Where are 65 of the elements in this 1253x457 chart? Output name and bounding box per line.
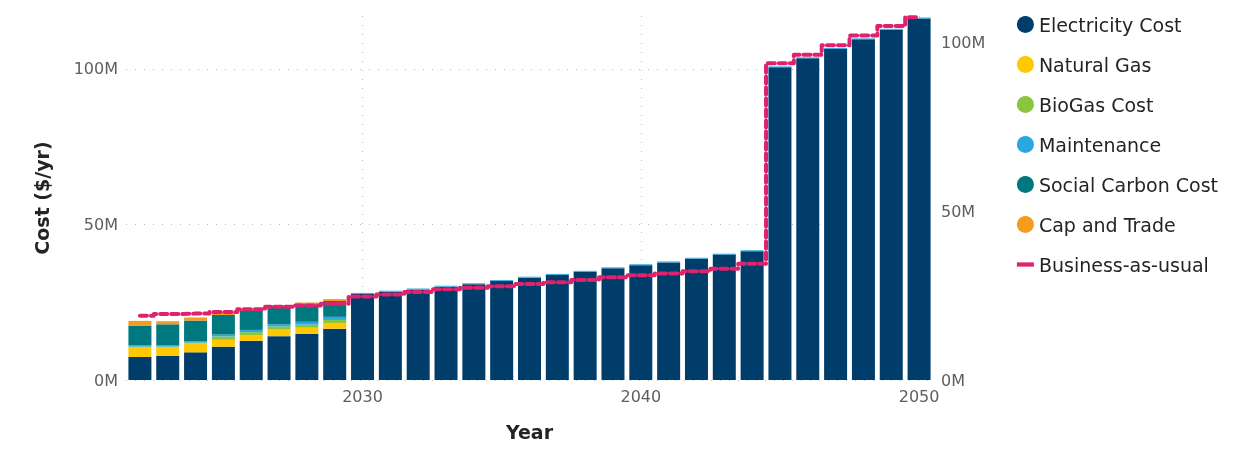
- x-tick-label: 2030: [342, 386, 383, 406]
- x-tick-label: 2040: [620, 386, 662, 406]
- bar: [184, 342, 208, 353]
- y-tick-label: 100M: [73, 59, 118, 79]
- bar: [184, 352, 208, 380]
- bar: [601, 268, 625, 380]
- bar: [128, 346, 152, 357]
- bar: [518, 277, 541, 380]
- bar: [378, 291, 402, 380]
- bar: [406, 289, 430, 380]
- bar: [740, 251, 764, 380]
- bar: [824, 48, 848, 380]
- bar: [323, 319, 347, 324]
- legend-label: Cap and Trade: [1038, 213, 1176, 236]
- bar: [879, 29, 903, 380]
- y-tick-label: 50M: [83, 214, 118, 234]
- x-axis-title: Year: [504, 420, 554, 443]
- y2-tick-label: 0M: [941, 370, 965, 390]
- bar: [156, 321, 180, 325]
- bar: [156, 324, 180, 346]
- bar: [907, 18, 931, 380]
- legend-label: Social Carbon Cost: [1038, 173, 1219, 196]
- bar: [295, 327, 319, 334]
- legend-label: BioGas Cost: [1038, 93, 1154, 116]
- y-tick-label: 0M: [94, 370, 118, 390]
- bar: [462, 284, 486, 380]
- bar: [851, 39, 875, 380]
- bar: [295, 333, 319, 380]
- bar: [545, 274, 569, 380]
- bar: [573, 271, 597, 380]
- bar: [128, 320, 152, 326]
- bar: [323, 323, 347, 329]
- bar: [351, 293, 375, 380]
- legend-label: Business-as-usual: [1038, 253, 1209, 276]
- bar: [239, 310, 263, 330]
- legend-label: Maintenance: [1038, 133, 1162, 156]
- bar: [156, 355, 180, 380]
- bar: [239, 340, 263, 380]
- legend-label: Electricity Cost: [1038, 13, 1182, 36]
- y-axis-title: Cost ($/yr): [30, 141, 53, 255]
- y2-tick-label: 100M: [941, 33, 986, 53]
- bar: [211, 346, 235, 380]
- bar: [768, 67, 792, 380]
- bar: [434, 286, 458, 380]
- bar: [629, 265, 653, 380]
- bar: [267, 336, 291, 380]
- bar: [267, 329, 291, 337]
- bar: [684, 258, 708, 380]
- bar: [128, 325, 152, 346]
- bar: [184, 320, 208, 342]
- bar: [712, 254, 736, 380]
- bar: [156, 346, 180, 356]
- bar: [323, 316, 347, 320]
- bar: [323, 328, 347, 380]
- bar: [184, 317, 208, 321]
- bar: [128, 356, 152, 380]
- y2-tick-label: 50M: [941, 201, 976, 221]
- bar: [657, 262, 681, 380]
- x-tick-label: 2050: [898, 386, 940, 406]
- legend-label: Natural Gas: [1038, 53, 1152, 76]
- bar: [211, 339, 235, 347]
- bar: [239, 335, 263, 341]
- bar: [490, 281, 514, 380]
- bar: [796, 58, 820, 380]
- bar: [211, 314, 235, 335]
